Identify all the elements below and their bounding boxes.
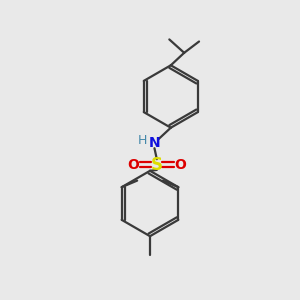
- Text: S: S: [151, 156, 163, 174]
- Text: N: N: [148, 136, 160, 150]
- Text: H: H: [137, 134, 147, 147]
- Text: O: O: [127, 158, 139, 172]
- Text: O: O: [175, 158, 187, 172]
